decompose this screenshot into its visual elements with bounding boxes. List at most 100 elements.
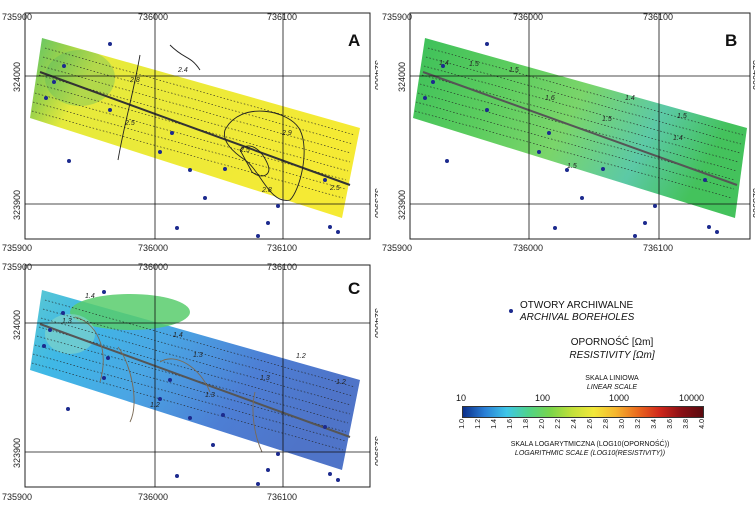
map-b-grid bbox=[410, 13, 750, 239]
bottom-tick-label: 735900 bbox=[2, 492, 32, 501]
log-tick-label: 2.8 bbox=[603, 419, 610, 429]
borehole bbox=[431, 80, 435, 84]
borehole bbox=[61, 311, 65, 315]
map-b-main-profile bbox=[422, 71, 738, 186]
borehole bbox=[158, 397, 162, 401]
borehole bbox=[336, 230, 340, 234]
borehole bbox=[62, 64, 66, 68]
map-c-profile-lines bbox=[31, 299, 356, 451]
color-scale-bar bbox=[462, 406, 704, 418]
linear-scale-label-en: LINEAR SCALE bbox=[586, 384, 638, 391]
top-tick-label: 735900 bbox=[2, 12, 32, 22]
borehole bbox=[211, 443, 215, 447]
borehole bbox=[485, 42, 489, 46]
log-tick-label: 1.2 bbox=[475, 419, 482, 429]
map-legend: OTWORY ARCHIWALNE ARCHIVAL BOREHOLES OPO… bbox=[456, 300, 752, 480]
resistivity-label-en: RESISTIVITY [Ωm] bbox=[569, 350, 655, 361]
contour-label: 1.5 bbox=[602, 116, 612, 123]
borehole bbox=[445, 159, 449, 163]
map-b-contour-labels: 1.5 1.4 1.5 1.6 1.5 1.4 1.5 1.5 1.4 bbox=[439, 60, 687, 170]
top-tick-label: 735900 bbox=[2, 262, 32, 272]
left-tick-label: 324000 bbox=[12, 62, 22, 92]
top-tick-label: 735900 bbox=[382, 12, 412, 22]
contour-label: 1.3 bbox=[193, 352, 203, 359]
log-tick-label: 1.0 bbox=[459, 419, 466, 429]
contour-label: 2.5 bbox=[329, 185, 340, 192]
left-tick-label: 323900 bbox=[12, 438, 22, 468]
borehole bbox=[423, 96, 427, 100]
bottom-tick-label: 735900 bbox=[2, 243, 32, 252]
map-c-frame bbox=[24, 264, 371, 488]
linear-tick: 10000 bbox=[679, 393, 705, 403]
log-tick-label: 3.4 bbox=[651, 419, 658, 429]
log-tick-label: 3.6 bbox=[667, 419, 674, 429]
contour-label: 1.3 bbox=[205, 392, 215, 399]
borehole bbox=[256, 234, 260, 238]
borehole bbox=[108, 108, 112, 112]
contour-label: 1.4 bbox=[673, 135, 683, 142]
map-a-grid bbox=[25, 13, 370, 239]
contour-label: 1.5 bbox=[677, 113, 687, 120]
map-c-svg: 1.4 1.3 1.4 1.3 1.3 1.2 1.3 1.2 1.2 C bbox=[2, 262, 383, 502]
log-scale-label-pl: SKALA LOGARYTMICZNA (LOG10(OPORNOŚĆ)) bbox=[510, 441, 670, 448]
map-c-green-zone bbox=[70, 294, 190, 330]
borehole bbox=[106, 356, 110, 360]
bottom-tick-label: 736000 bbox=[138, 243, 168, 252]
contour-label: 1.2 bbox=[336, 379, 346, 386]
borehole bbox=[44, 96, 48, 100]
top-tick-label: 736000 bbox=[138, 262, 168, 272]
borehole bbox=[537, 150, 541, 154]
log-tick-label: 4.0 bbox=[699, 419, 706, 429]
log-tick-label: 2.0 bbox=[539, 419, 546, 429]
map-b-boreholes bbox=[423, 42, 719, 238]
borehole bbox=[52, 80, 56, 84]
contour-label: 1.5 bbox=[567, 163, 577, 170]
contour-label: 1.2 bbox=[296, 353, 306, 360]
log-scale-label-en: LOGARITHMIC SCALE (LOG10(RESISTIVITY)) bbox=[514, 450, 666, 457]
map-a-contours bbox=[117, 44, 305, 201]
borehole bbox=[565, 168, 569, 172]
borehole bbox=[601, 167, 605, 171]
panel-letter-a: A bbox=[348, 31, 360, 50]
borehole bbox=[175, 226, 179, 230]
linear-tick: 10 bbox=[456, 393, 467, 403]
borehole bbox=[188, 416, 192, 420]
log-tick-label: 1.4 bbox=[491, 419, 498, 429]
borehole bbox=[223, 167, 227, 171]
contour-label: 1.4 bbox=[85, 293, 95, 300]
map-a-frame bbox=[24, 12, 371, 240]
borehole bbox=[653, 204, 657, 208]
borehole bbox=[703, 178, 707, 182]
map-c-grid bbox=[25, 265, 370, 487]
borehole bbox=[276, 452, 280, 456]
borehole bbox=[48, 328, 52, 332]
log-tick-label: 3.2 bbox=[635, 419, 642, 429]
borehole bbox=[547, 131, 551, 135]
panel-letter-c: C bbox=[348, 279, 360, 298]
linear-scale-label-pl: SKALA LINIOWA bbox=[585, 375, 639, 382]
map-a-svg: 2.8 2.5 2.4 2.5 2.9 2.8 2.5 A 735900 736… bbox=[2, 12, 383, 253]
log-ticks: 1.0 1.2 1.4 1.6 1.8 2.0 2.2 2.4 2.6 2.8 3.0 3.2 3.4 3… bbox=[459, 419, 712, 441]
top-tick-label: 736100 bbox=[267, 262, 297, 272]
borehole bbox=[580, 196, 584, 200]
borehole bbox=[188, 168, 192, 172]
borehole bbox=[67, 159, 71, 163]
map-panel-c: 1.4 1.3 1.4 1.3 1.3 1.2 1.3 1.2 1.2 C bbox=[0, 252, 383, 502]
borehole bbox=[553, 226, 557, 230]
contour-label: 2.8 bbox=[261, 187, 272, 194]
borehole bbox=[336, 478, 340, 482]
borehole bbox=[328, 225, 332, 229]
borehole bbox=[203, 196, 207, 200]
contour-label: 1.5 bbox=[469, 61, 479, 68]
right-tick-label: 323900 bbox=[751, 188, 755, 218]
borehole bbox=[256, 482, 260, 486]
borehole bbox=[323, 178, 327, 182]
borehole bbox=[633, 234, 637, 238]
right-tick-label: 323900 bbox=[373, 436, 378, 466]
contour-label: 2.8 bbox=[129, 77, 140, 84]
map-a-boreholes bbox=[44, 42, 340, 238]
map-panel-a: 2.8 2.5 2.4 2.5 2.9 2.8 2.5 A 735900 736… bbox=[0, 0, 383, 253]
linear-tick: 100 bbox=[535, 393, 551, 403]
bottom-tick-label: 736000 bbox=[513, 243, 543, 252]
map-c-main-profile bbox=[39, 323, 351, 438]
